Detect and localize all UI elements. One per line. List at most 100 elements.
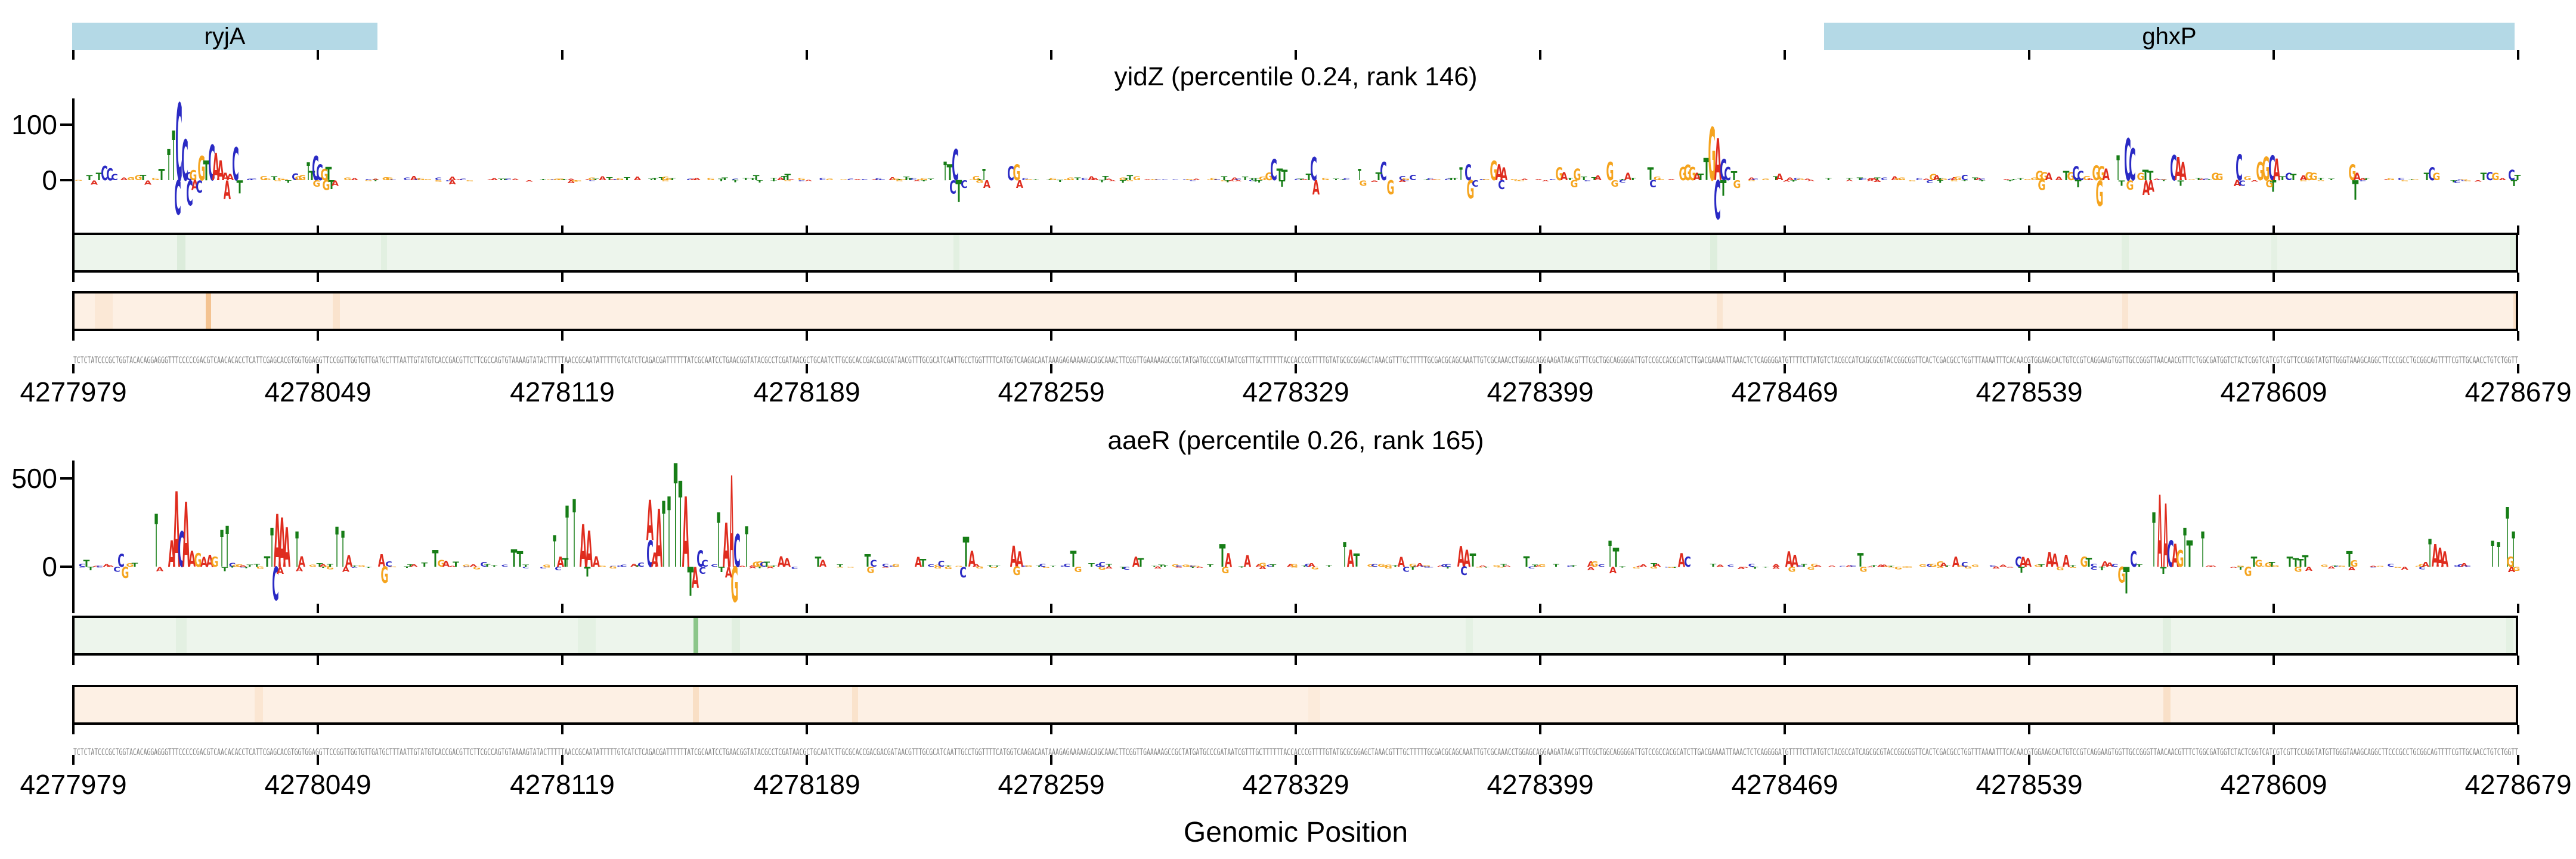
logo-letter: T xyxy=(584,564,591,580)
logo-noise-letter: A xyxy=(448,566,456,567)
logo-noise-letter: G xyxy=(599,566,606,567)
x-tick-label: 4278119 xyxy=(510,769,615,800)
logo-letter: C xyxy=(2124,128,2131,194)
logo-letter: T xyxy=(745,515,748,580)
heatmap-stripe xyxy=(1308,687,1320,722)
logo-letter: G xyxy=(2433,171,2441,183)
logo-letter: G xyxy=(2126,178,2134,193)
logo-noise-letter: G xyxy=(1067,177,1075,181)
logo-letter: C xyxy=(185,171,193,184)
logo-noise-letter: G xyxy=(847,567,854,568)
logo-noise-letter: C xyxy=(2398,177,2405,181)
logo-noise-letter: C xyxy=(2454,180,2461,184)
logo-noise-letter: T xyxy=(372,180,379,182)
logo-letter: C xyxy=(186,174,193,214)
logo-noise-letter: C xyxy=(501,564,509,568)
logo-letter: C xyxy=(1720,155,1727,187)
logo-letter: C xyxy=(1380,158,1387,187)
logo-noise-letter: G xyxy=(1423,565,1431,567)
logo-letter: C xyxy=(701,558,708,569)
logo-noise-letter: C xyxy=(522,566,530,568)
logo-noise-letter: T xyxy=(1270,564,1277,567)
logo-noise-letter: G xyxy=(707,177,715,181)
heatmap-stripe xyxy=(693,618,698,653)
logo-letter: C xyxy=(1714,171,1721,232)
logo-noise-letter: G xyxy=(417,177,425,181)
logo-noise-letter: A xyxy=(1874,180,1881,183)
logo-letter: T xyxy=(140,174,147,182)
logo-noise-letter: G xyxy=(1905,567,1913,568)
heatmap-stripe xyxy=(177,235,185,270)
logo-noise-letter: T xyxy=(1448,177,1454,181)
logo-noise-letter: A xyxy=(1088,175,1095,181)
logo-letter: C xyxy=(232,138,239,191)
logo-noise-letter: A xyxy=(1259,566,1267,570)
logo-letter: G xyxy=(122,564,129,582)
logo-letter: A xyxy=(2273,153,2280,187)
logo-letter: A xyxy=(2063,552,2070,571)
logo-noise-letter: C xyxy=(1528,566,1535,569)
logo-noise-letter: T xyxy=(1444,566,1451,569)
logo-noise-letter: C xyxy=(1399,175,1406,182)
logo-letter: A xyxy=(2305,566,2313,573)
logo-letter: A xyxy=(968,546,976,572)
logo-letter: A xyxy=(1952,554,1960,570)
logo-noise-letter: A xyxy=(788,179,795,180)
logo-noise-letter: C xyxy=(1064,563,1071,568)
logo-noise-letter: A xyxy=(1748,177,1755,181)
heatmap-stripe xyxy=(693,687,699,722)
x-tick-label: 4278469 xyxy=(1731,769,1838,800)
logo-noise-letter: G xyxy=(358,565,366,567)
logo-letter: C xyxy=(1472,178,1479,189)
logo-noise-letter: T xyxy=(2318,177,2324,181)
logo-letter: C xyxy=(1007,163,1014,185)
logo-letter: G xyxy=(2041,171,2048,184)
logo-letter: A xyxy=(378,552,385,571)
logo-noise-letter: G xyxy=(463,564,470,567)
logo-letter: T xyxy=(167,141,170,190)
logo-noise-letter: A xyxy=(1654,563,1661,568)
logo-letter: T xyxy=(1720,177,1727,201)
logo-letter: C xyxy=(2015,554,2022,570)
logo-letter: G xyxy=(1075,566,1082,574)
logo-noise-letter: T xyxy=(327,563,334,567)
logo-noise-letter: A xyxy=(2209,566,2216,567)
logo-noise-letter: A xyxy=(2160,179,2168,180)
logo-noise-letter: C xyxy=(414,178,421,181)
logo-noise-letter: T xyxy=(501,178,508,181)
logo-noise-letter: T xyxy=(1553,563,1560,567)
logo-letter: T xyxy=(2075,178,2082,190)
logo-letter: A xyxy=(173,472,180,592)
logo-noise-letter: G xyxy=(1385,564,1392,567)
logo-noise-letter: A xyxy=(1301,179,1309,181)
logo-noise-letter: T xyxy=(903,175,910,181)
logo-letter: A xyxy=(646,489,654,554)
logo-noise-letter: G xyxy=(1150,179,1158,181)
logo-noise-letter: T xyxy=(366,567,372,568)
logo-letter: A xyxy=(2101,561,2109,569)
logo-noise-letter: A xyxy=(2460,562,2468,568)
logo-noise-letter: C xyxy=(620,564,627,568)
logo-noise-letter: G xyxy=(309,564,317,567)
logo-noise-letter: C xyxy=(760,561,767,568)
logo-noise-letter: C xyxy=(1402,180,1410,181)
logo-noise-letter: G xyxy=(1667,567,1675,568)
axis-tick xyxy=(1784,656,1786,665)
logo-noise-letter: A xyxy=(2359,178,2366,181)
logo-noise-letter: A xyxy=(1846,180,1853,182)
x-tick-label: 4277979 xyxy=(20,769,127,800)
logo-noise-letter: C xyxy=(1190,566,1197,567)
logo-noise-letter: G xyxy=(1482,178,1490,180)
axis-tick xyxy=(2517,755,2519,765)
logo-letter: C xyxy=(1402,566,1410,573)
axis-tick xyxy=(317,604,319,613)
axis-tick xyxy=(2028,225,2030,235)
logo-letter: A xyxy=(274,500,281,584)
axis-tick xyxy=(317,755,319,765)
logo-letter: A xyxy=(1312,177,1320,200)
logo-noise-letter: T xyxy=(648,178,655,181)
logo-letter: A xyxy=(819,558,827,569)
logo-noise-letter: T xyxy=(1888,566,1894,567)
axis-tick xyxy=(1784,331,1786,341)
logo-noise-letter: C xyxy=(1926,563,1933,568)
